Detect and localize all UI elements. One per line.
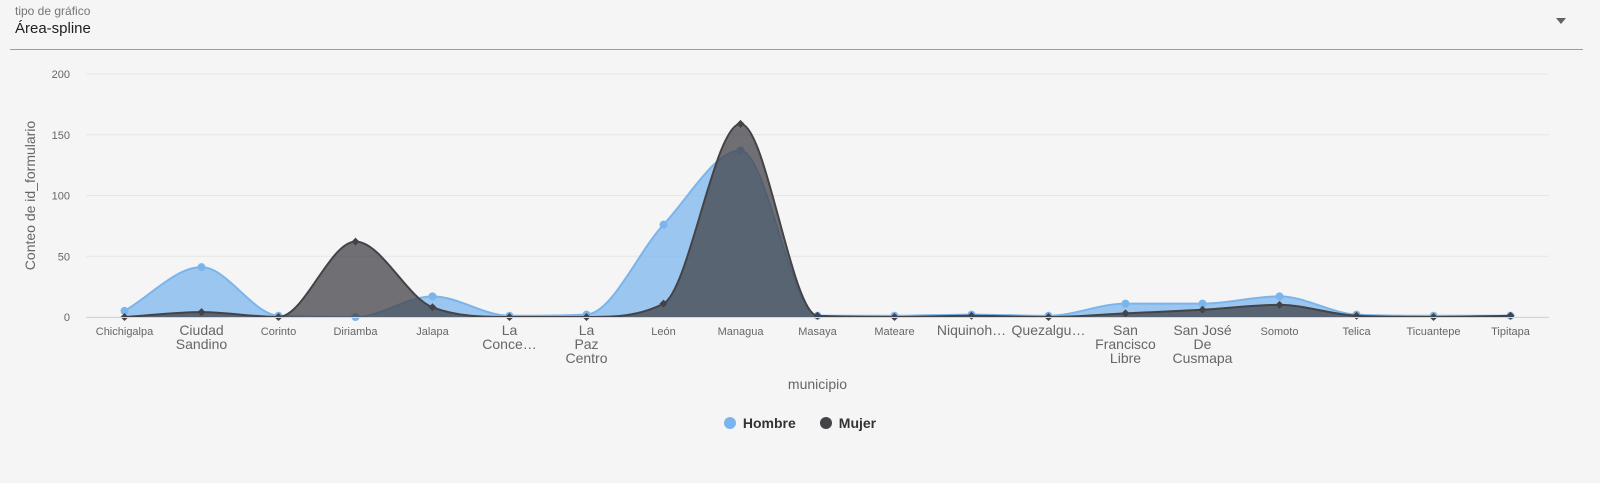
y-tick-label: 100 <box>52 191 70 203</box>
point-hombre[interactable] <box>197 263 206 272</box>
point-hombre[interactable] <box>1275 292 1284 301</box>
x-tick-label: Ticuantepe <box>1406 326 1460 338</box>
area-spline-chart: 0 50 100 150 200 Conteo de id_formulario Chi… <box>22 69 1549 392</box>
point-mujer[interactable] <box>659 299 668 308</box>
x-tick-label: Corinto <box>261 326 296 338</box>
point-mujer[interactable] <box>1198 305 1207 314</box>
y-axis-ticks: 0 50 100 150 200 <box>52 69 70 324</box>
legend-marker-icon <box>723 417 736 429</box>
x-tick-label: Diriamba <box>333 326 378 338</box>
legend-label: Mujer <box>838 415 877 431</box>
x-tick-label: Managua <box>718 326 765 338</box>
x-tick-label: San Francisco Libre <box>1095 322 1156 366</box>
point-hombre[interactable] <box>120 306 129 315</box>
x-tick-label: La Conce… <box>482 322 536 352</box>
y-tick-label: 150 <box>52 130 70 142</box>
chart-type-value: Área-spline <box>15 20 91 37</box>
x-tick-label: Ciudad Sandino <box>176 322 228 352</box>
point-mujer[interactable] <box>428 303 437 312</box>
dropdown-arrow-icon[interactable] <box>1556 18 1566 24</box>
grid-lines <box>86 73 1549 318</box>
point-mujer[interactable] <box>1121 309 1130 318</box>
point-mujer[interactable] <box>736 119 745 128</box>
point-hombre[interactable] <box>428 292 437 301</box>
x-tick-label: Somoto <box>1261 326 1299 338</box>
point-mujer[interactable] <box>1275 300 1284 309</box>
x-tick-label: La Paz Centro <box>565 322 607 366</box>
chart-type-select[interactable]: tipo de gráfico Área-spline <box>10 0 1583 50</box>
x-tick-label: San José De Cusmapa <box>1173 322 1233 366</box>
x-axis-label: municipio <box>788 376 847 392</box>
area-mujer <box>124 123 1511 317</box>
series-group <box>120 119 1515 321</box>
point-hombre[interactable] <box>1121 299 1130 308</box>
x-tick-label: Tipitapa <box>1491 326 1531 338</box>
y-axis-label: Conteo de id_formulario <box>22 121 38 271</box>
x-tick-label: Jalapa <box>416 326 449 338</box>
x-tick-label: Mateare <box>874 326 914 338</box>
chart-type-label: tipo de gráfico <box>15 4 91 18</box>
legend: Hombre Mujer <box>0 412 1600 434</box>
x-axis-ticks: Chichigalpa Ciudad Sandino Corinto Diriamba J… <box>96 322 1531 366</box>
point-mujer[interactable] <box>197 308 206 317</box>
x-tick-label: León <box>651 326 675 338</box>
legend-item-mujer[interactable]: Mujer <box>819 415 877 431</box>
y-tick-label: 0 <box>64 312 70 324</box>
point-hombre[interactable] <box>659 220 668 229</box>
y-tick-label: 50 <box>58 251 70 263</box>
point-hombre[interactable] <box>1198 299 1207 308</box>
x-tick-label: Quezalgu… <box>1012 322 1086 338</box>
x-tick-label: Niquinoh… <box>937 322 1006 338</box>
x-tick-label: Chichigalpa <box>96 326 154 338</box>
y-tick-label: 200 <box>52 69 70 81</box>
x-tick-label: Masaya <box>798 326 837 338</box>
legend-item-hombre[interactable]: Hombre <box>723 415 796 431</box>
point-mujer[interactable] <box>351 237 360 246</box>
legend-marker-icon <box>819 417 832 429</box>
legend-label: Hombre <box>742 415 796 431</box>
x-tick-label: Telica <box>1342 326 1371 338</box>
